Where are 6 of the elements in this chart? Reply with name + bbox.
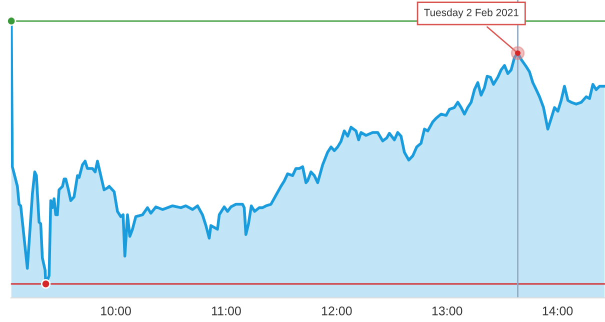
annotation: Tuesday 2 Feb 2021 bbox=[424, 8, 518, 18]
x-tick-label: 10:00 bbox=[101, 306, 131, 316]
x-tick-label: 13:00 bbox=[432, 306, 462, 316]
x-tick-label: 12:00 bbox=[322, 306, 352, 316]
x-tick-label: 14:00 bbox=[542, 306, 573, 316]
x-tick-label: 11:00 bbox=[212, 306, 241, 316]
